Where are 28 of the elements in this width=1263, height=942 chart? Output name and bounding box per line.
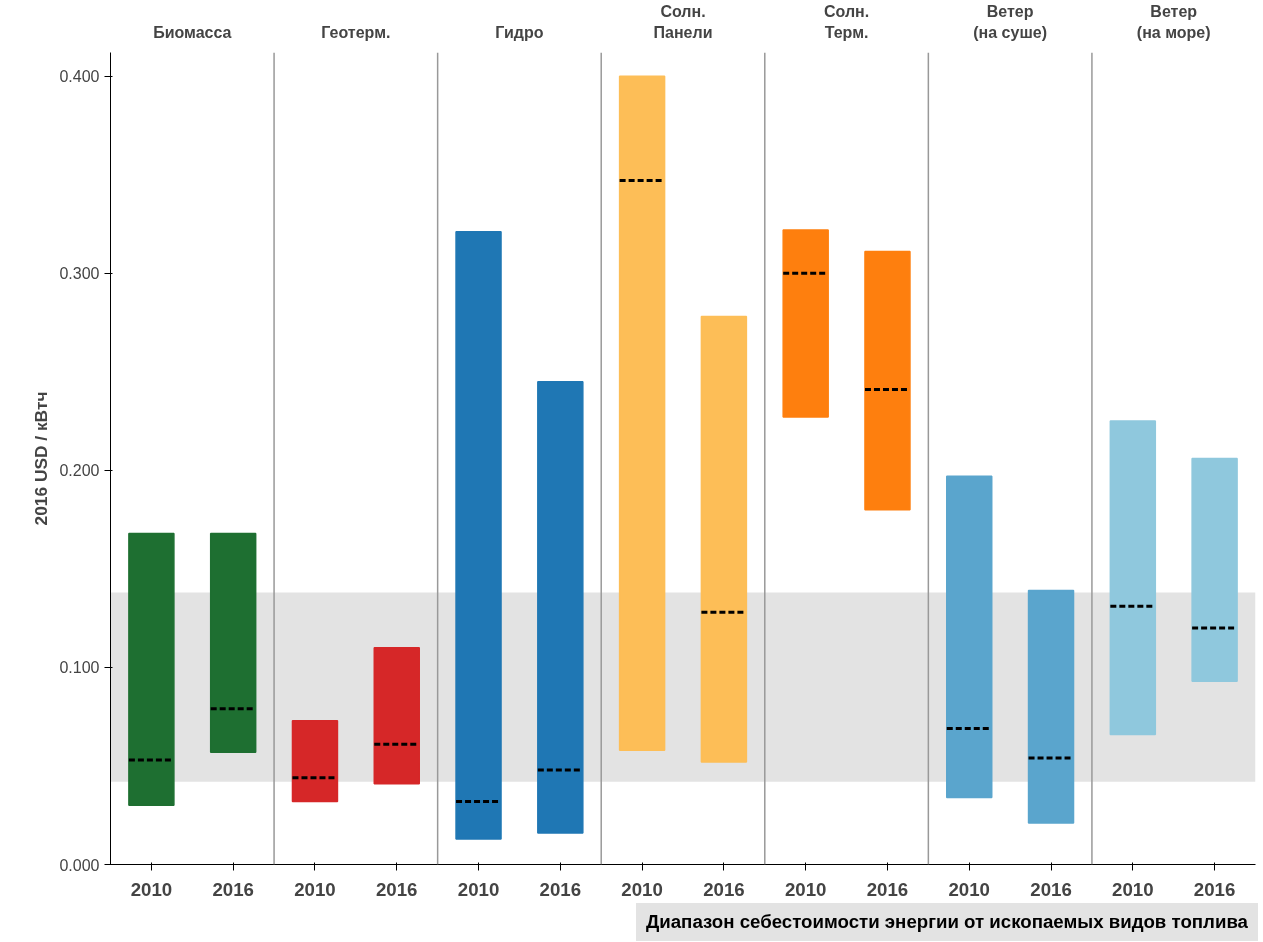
x-tick-label: 2016	[212, 878, 254, 900]
x-tick-label: 2016	[1030, 878, 1072, 900]
y-axis-title: 2016 USD / кВтч	[31, 391, 52, 526]
x-tick-label: 2016	[703, 878, 745, 900]
text: Солн. Терм.	[823, 3, 870, 41]
y-tick-label: 0.000	[59, 856, 100, 874]
y-tick-label: 0.200	[59, 462, 100, 480]
x-tick-label: 2010	[294, 878, 336, 900]
x-tick-label: 2010	[130, 878, 173, 900]
text: Биомасса	[153, 23, 232, 41]
text: Диапазон себестоимости энергии от ископаемых видов топлива	[645, 910, 1248, 934]
x-tick-label: 2016	[866, 878, 909, 900]
x-tick-label: 2016	[539, 878, 582, 900]
y-tick-label: 0.300	[59, 265, 100, 283]
x-tick-label: 2010	[784, 878, 827, 900]
text: Ветер (на суше)	[973, 3, 1047, 41]
x-tick-label: 2010	[457, 878, 500, 900]
x-tick-label: 2010	[621, 878, 663, 900]
text: Геотерм.	[321, 23, 391, 41]
text: Ветер (на море)	[1136, 3, 1211, 41]
x-tick-label: 2010	[948, 878, 991, 900]
y-tick-label: 0.400	[59, 68, 100, 86]
text: Солн. Панели	[653, 3, 713, 41]
x-tick-label: 2010	[1112, 878, 1154, 900]
y-tick-label: 0.100	[59, 659, 100, 677]
x-tick-label: 2016	[376, 878, 418, 900]
text: Гидро	[495, 23, 544, 41]
x-tick-label: 2016	[1193, 878, 1236, 900]
